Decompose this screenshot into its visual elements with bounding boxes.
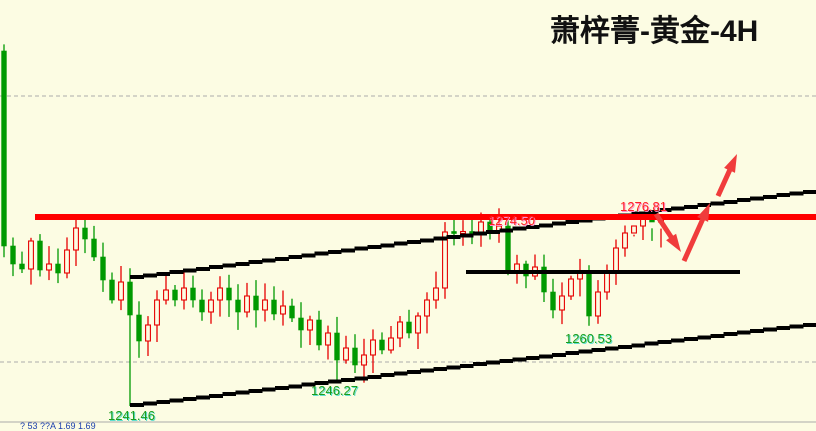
svg-text:1246.27: 1246.27 [311, 383, 358, 398]
svg-text:1274.50: 1274.50 [488, 213, 535, 228]
svg-text:? 53 ??A 1.69 1.69: ? 53 ??A 1.69 1.69 [20, 421, 96, 431]
svg-text:1241.46: 1241.46 [108, 408, 155, 423]
svg-text:萧梓菁-黄金-4H: 萧梓菁-黄金-4H [550, 14, 758, 48]
svg-text:1260.53: 1260.53 [565, 331, 612, 346]
svg-text:1276.81: 1276.81 [620, 199, 667, 214]
